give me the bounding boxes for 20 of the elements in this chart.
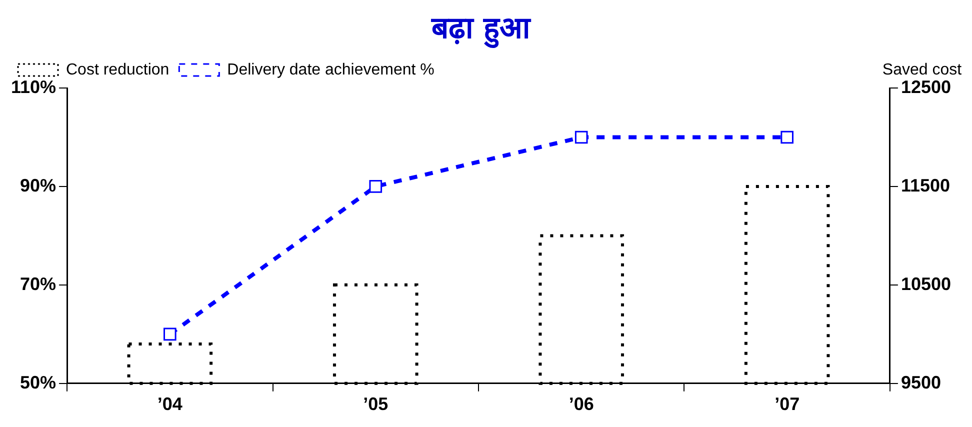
point — [164, 328, 176, 341]
y2-tick-label: 11500 — [900, 175, 950, 196]
point — [574, 130, 588, 144]
x-tick-label: ’05 — [363, 394, 388, 414]
y-tick-label: 50% — [20, 372, 56, 392]
x-tick-label: ’06 — [568, 394, 594, 414]
y2-tick-label: 10500 — [900, 274, 952, 294]
y-tick-label: 70% — [20, 274, 56, 294]
chart-title: बढ़ा हुआ — [430, 10, 532, 49]
x-tick-label: ’07 — [774, 394, 800, 414]
legend-label: Cost reduction — [66, 61, 170, 78]
y2-tick-label: 12500 — [900, 76, 952, 97]
legend-label: Delivery date achievement % — [227, 61, 434, 78]
x-tick-label: ’04 — [157, 394, 182, 414]
y-tick-label: 110% — [10, 76, 56, 97]
y-tick-label: 90% — [20, 175, 56, 196]
y2-axis-title: Saved cost — [882, 61, 962, 78]
point — [780, 130, 794, 144]
y2-tick-label: 9500 — [900, 372, 941, 392]
point — [369, 180, 382, 193]
